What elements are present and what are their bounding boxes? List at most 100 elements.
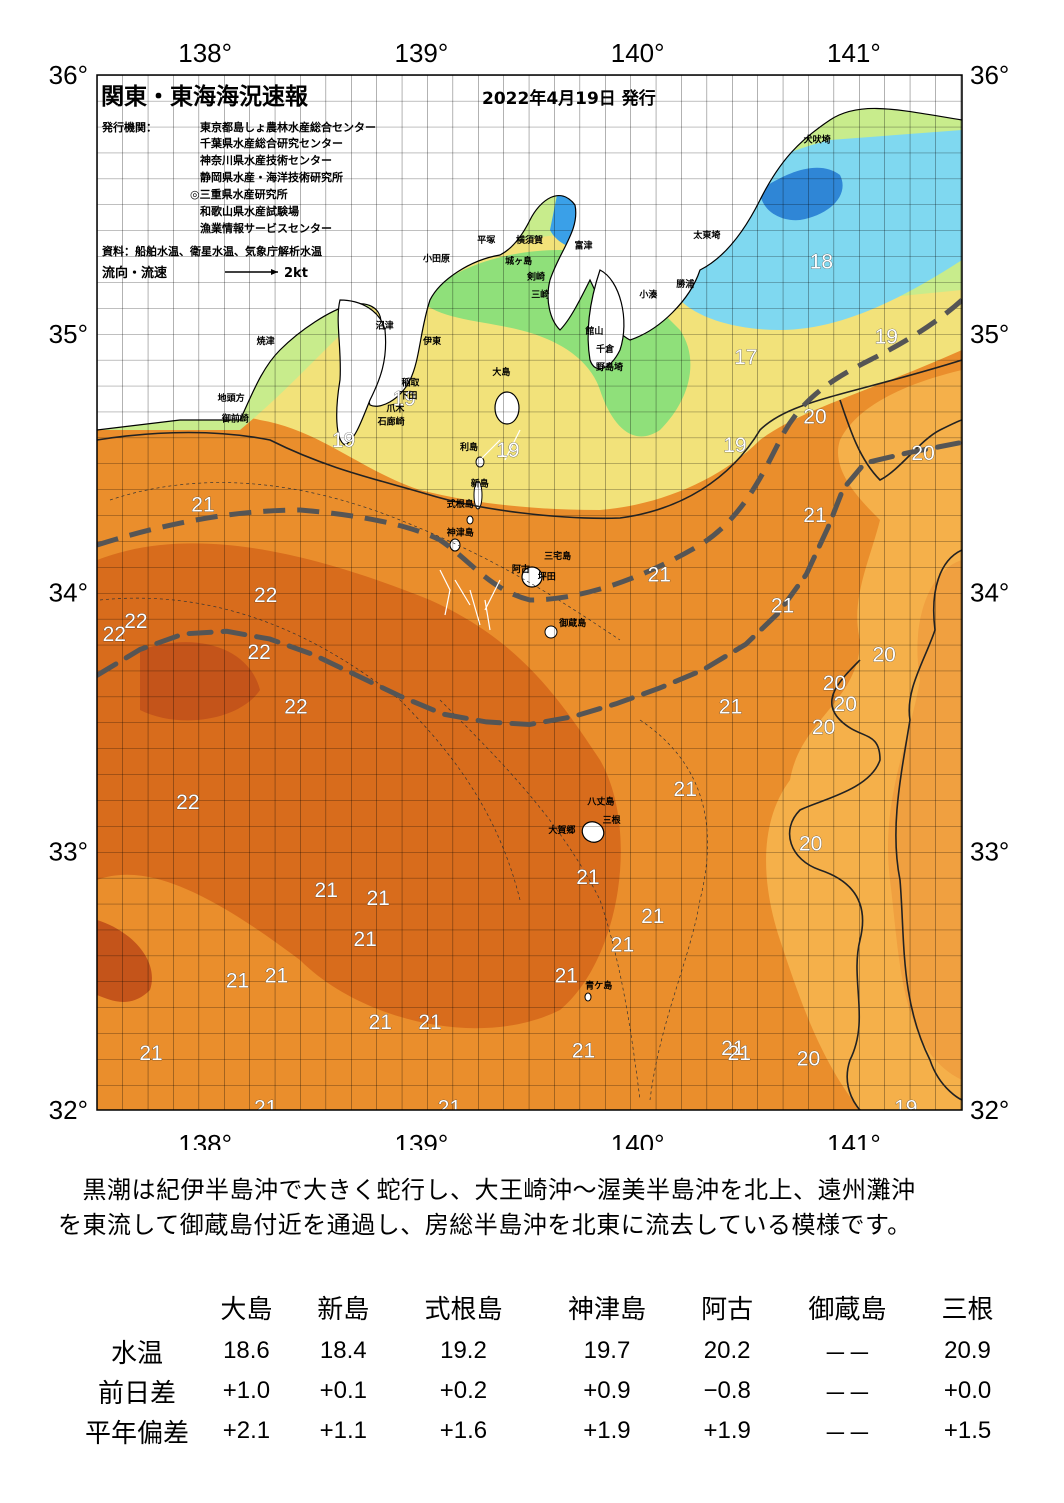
col-kozushima: 神津島 [567,1294,646,1325]
isotherm-label: 21 [611,933,634,956]
table-cell: 20.9 [944,1337,991,1364]
place-name: 石廊崎 [377,415,405,427]
axis-labels: 138° 138° 139° 139° 140° 140° 141° 141° 36° 36° 35… [49,38,1010,1150]
table-row: 水温 18.6 18.4 19.2 19.7 20.2 －－ 20.9 [76,1331,1016,1371]
isotherm-label: 21 [674,778,697,801]
isotherm-label: 22 [254,584,277,607]
isotherm-label: 21 [226,970,249,993]
table-cell: +1.0 [222,1377,271,1404]
table-cell: +1.9 [703,1417,751,1444]
place-name: 神津島 [447,527,474,539]
isotherm-label: 22 [176,791,199,814]
isotherm-label: 21 [572,1039,595,1062]
lon-tick-label: 140° [611,38,665,68]
col-shikinejima: 式根島 [424,1294,503,1325]
lon-tick-label: 141° [827,38,881,68]
row-label: 平年偏差 [84,1418,189,1449]
isotherm-label: 21 [728,1042,751,1065]
table-body: 水温 18.6 18.4 19.2 19.7 20.2 －－ 20.9 前日差 +1.0 +0.1 +… [76,1331,1016,1451]
isotherm-label: 17 [734,346,757,369]
current-arrows [439,429,521,631]
isotherm-label: 20 [797,1047,820,1070]
table-cell: －－ [823,1340,872,1368]
lat-tick-label: 32° [970,1095,1009,1125]
isotherm-label: 22 [248,641,271,664]
place-name: 三根 [603,814,622,826]
island-temperature-table: 大島 新島 式根島 神津島 阿古 御蔵島 三根 水温 18.6 18.4 19.2 19… [76,1283,1016,1451]
isotherm-label: 19 [332,429,355,452]
map-title: 関東・東海海況速報 [101,83,309,110]
map-frame [96,74,963,1111]
isotherm-label: 21 [803,504,826,527]
col-mikurajima: 御蔵島 [808,1294,887,1325]
place-name: 大島 [492,366,510,378]
isotherm-label: 20 [812,716,835,739]
place-name: 新島 [471,477,489,489]
place-name: 横須賀 [516,234,543,246]
col-ako: 阿古 [701,1294,754,1325]
isotherm-label: 21 [719,695,742,718]
isotherm-label: 20 [803,406,826,429]
place-name: 野島埼 [596,361,623,373]
lat-tick-label: 33° [970,836,1009,866]
isotherm-label: 21 [721,1037,744,1060]
isotherm-label: 21 [139,1042,162,1065]
table-cell: +2.1 [222,1417,271,1444]
isotherm-label: 21 [641,905,664,928]
flow-scale-arrowhead [271,269,278,275]
kuroshio-path-line [97,439,962,728]
col-niijima: 新島 [317,1294,370,1325]
place-name: 沼津 [376,320,394,332]
isotherm-label: 20 [834,693,857,716]
isotherm-label: 19 [723,434,746,457]
table-cell: 20.2 [703,1337,751,1364]
table-cell: +0.1 [319,1377,367,1404]
isotherm-label: 20 [823,672,846,695]
place-name: 千倉 [596,343,615,355]
lat-tick-label: 35° [970,319,1009,349]
place-name: 下田 [399,390,417,401]
table-cell: +0.2 [439,1377,488,1404]
lat-tick-label: 32° [49,1095,88,1125]
map-grid [97,75,962,1110]
isotherm-label: 20 [872,644,895,667]
lat-tick-label: 36° [970,60,1009,90]
issue-date: 2022年4月19日 発行 [482,88,656,109]
lat-tick-label: 35° [49,319,88,349]
table-cell: +1.1 [319,1417,367,1444]
isotherm-label: 21 [576,866,599,889]
place-name: 犬吠埼 [803,133,831,145]
place-name: 爪木 [386,402,405,414]
issuer-3: 静岡県水産・海洋技術研究所 [200,170,343,184]
description: 黒潮は紀伊半島沖で大きく蛇行し、大王崎沖～渥美半島沖を北上、遠州灘沖 を東流して… [58,1173,1018,1243]
isotherm-label: 21 [418,1011,441,1034]
place-name: 式根島 [447,498,474,510]
place-name: 太東埼 [692,229,720,241]
description-line-2: を東流して御蔵島付近を通過し、房総半島沖を北東に流去している模様です。 [58,1211,912,1239]
isotherm-label: 21 [265,964,288,987]
isotherm-label: 22 [124,610,147,633]
lon-tick-label: 139° [394,38,448,68]
place-name: 八丈島 [586,796,614,808]
table-corner [76,1283,198,1331]
isotherm-label: 20 [799,832,822,855]
isotherm-label: 22 [284,695,307,718]
lon-tick-label: 139° [394,1129,448,1150]
isotherm-label: 21 [315,879,338,902]
lon-tick-label: 138° [178,1129,232,1150]
table-cell: －－ [823,1420,872,1448]
place-name: 勝浦 [676,278,694,290]
lon-tick-label: 138° [178,38,232,68]
lat-tick-label: 33° [49,836,88,866]
isotherm-label: 19 [496,439,519,462]
place-name: 小田原 [422,252,450,264]
lat-tick-label: 34° [49,578,88,608]
place-name: 館山 [584,325,603,337]
issuer-5: 和歌山県水産試験場 [200,204,299,218]
isotherm-label: 21 [438,1096,461,1119]
place-name: 富津 [575,239,593,251]
place-name: 三崎 [531,289,549,301]
col-oshima: 大島 [220,1294,273,1325]
